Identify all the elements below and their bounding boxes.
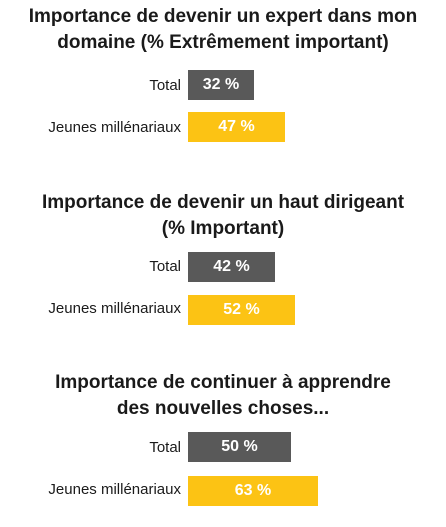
bar-jeunes-millenariaux <box>188 476 318 506</box>
chart-title: Importance de continuer à apprendre des … <box>0 370 446 422</box>
bar-value-label-total: 32 % <box>202 76 240 93</box>
category-label-total: Total <box>149 77 181 94</box>
category-label-total: Total <box>149 439 181 456</box>
chart-title-line-2: domaine (% Extrêmement important) <box>57 32 389 53</box>
bar-jeunes-millenariaux <box>188 295 295 325</box>
category-label-jeunes-millenariaux: Jeunes millénariaux <box>48 300 181 317</box>
chart-title-line-1: Importance de continuer à apprendre <box>55 372 391 393</box>
chart-title-line-1: Importance de devenir un haut dirigeant <box>41 192 405 213</box>
bar-value-label-jeunes-millenariaux: 47 % <box>218 118 255 135</box>
category-label-jeunes-millenariaux: Jeunes millénariaux <box>48 119 181 136</box>
chart-title: Importance de devenir un haut dirigeant … <box>0 190 446 242</box>
chart-title-line-2: (% Important) <box>161 218 285 239</box>
category-label-total: Total <box>149 258 181 275</box>
bar-total <box>188 432 291 462</box>
bar-total <box>188 252 275 282</box>
category-label-jeunes-millenariaux: Jeunes millénariaux <box>48 481 181 498</box>
bar-value-label-jeunes-millenariaux: 52 % <box>223 301 260 318</box>
chart-title: Importance de devenir un expert dans mon… <box>0 4 446 56</box>
chart-title-line-1: Importance de devenir un expert dans mon <box>28 6 418 27</box>
bar-jeunes-millenariaux <box>188 112 285 142</box>
chart-title-line-2: des nouvelles choses... <box>116 398 330 419</box>
bar-value-label-total: 50 % <box>221 438 258 455</box>
bar-value-label-total: 42 % <box>213 258 250 275</box>
bar-total <box>188 70 254 100</box>
bar-value-label-jeunes-millenariaux: 63 % <box>234 482 272 499</box>
